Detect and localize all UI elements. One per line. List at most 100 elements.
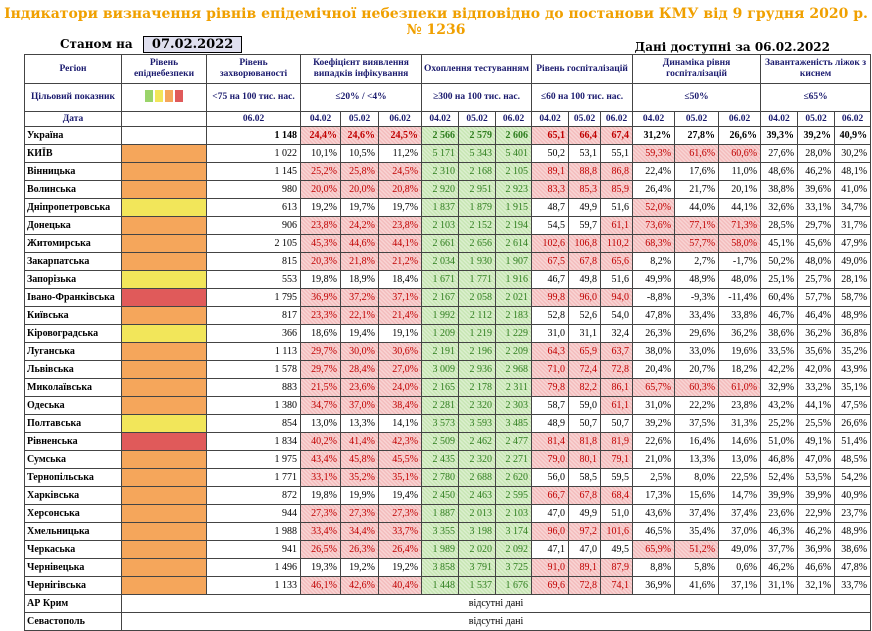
testing-value: 2 167 [421, 288, 460, 307]
oxygen-value: 39,2% [797, 126, 836, 145]
testing-value: 3 009 [421, 360, 460, 379]
testing-value: 2 165 [421, 378, 460, 397]
table-row: Київська 817 23,3% 22,1% 21,4% 1 992 2 112 2 18… [24, 306, 872, 325]
oxygen-value: 36,2% [797, 324, 836, 343]
hosp-dynamics-value: 2,5% [632, 468, 676, 487]
oxygen-value: 39,9% [760, 486, 799, 505]
positivity-value: 23,6% [340, 378, 379, 397]
positivity-value: 26,3% [340, 540, 379, 559]
region-name: Волинська [24, 180, 122, 199]
hosp-value: 81,4 [531, 432, 570, 451]
header-target: Цільовий показник [24, 83, 122, 112]
positivity-value: 33,4% [300, 522, 341, 541]
oxygen-value: 47,5% [834, 396, 872, 415]
testing-value: 2 310 [421, 162, 460, 181]
header-date-d3: 06.02 [718, 111, 762, 127]
positivity-value: 34,7% [300, 396, 341, 415]
hosp-dynamics-value: 20,1% [718, 180, 762, 199]
hosp-dynamics-value: 15,6% [674, 486, 720, 505]
positivity-value: 27,3% [300, 504, 341, 523]
oxygen-value: 46,2% [797, 522, 836, 541]
positivity-value: 24,0% [377, 378, 423, 397]
testing-value: 5 171 [421, 144, 460, 163]
hosp-value: 59,7 [568, 216, 602, 235]
region-name: Севастополь [24, 612, 122, 631]
positivity-value: 21,8% [340, 252, 379, 271]
hosp-value: 71,0 [531, 360, 570, 379]
hosp-value: 82,2 [568, 378, 602, 397]
incidence-value: 1 795 [206, 288, 301, 307]
incidence-value: 906 [206, 216, 301, 235]
positivity-value: 27,3% [340, 504, 379, 523]
hosp-value: 65,6 [600, 252, 634, 271]
oxygen-value: 47,8% [834, 558, 872, 577]
oxygen-value: 31,7% [834, 216, 872, 235]
positivity-value: 33,1% [300, 468, 341, 487]
hosp-dynamics-value: 2,7% [674, 252, 720, 271]
oxygen-value: 46,2% [760, 558, 799, 577]
hosp-value: 68,4 [600, 486, 634, 505]
danger-level-cell [121, 288, 207, 307]
testing-value: 1 907 [495, 252, 533, 271]
table-row: КИЇВ 1 022 10,1% 10,5% 11,2% 5 171 5 343 5 401 5… [24, 144, 872, 163]
positivity-value: 42,3% [377, 432, 423, 451]
danger-level-cell [121, 378, 207, 397]
hosp-value: 89,1 [568, 558, 602, 577]
incidence-value: 1 988 [206, 522, 301, 541]
positivity-value: 38,4% [377, 396, 423, 415]
region-name: Україна [24, 126, 122, 145]
hosp-value: 79,8 [531, 378, 570, 397]
hosp-value: 89,1 [531, 162, 570, 181]
hosp-value: 48,7 [531, 198, 570, 217]
header-date: Дата [24, 111, 122, 127]
hosp-value: 65,9 [568, 342, 602, 361]
oxygen-value: 35,1% [834, 378, 872, 397]
positivity-value: 33,7% [377, 522, 423, 541]
header-date-d2: 05.02 [797, 111, 836, 127]
positivity-value: 20,0% [340, 180, 379, 199]
danger-level-cell [121, 360, 207, 379]
testing-value: 1 879 [458, 198, 497, 217]
danger-level-cell [121, 504, 207, 523]
oxygen-value: 25,2% [760, 414, 799, 433]
testing-value: 1 448 [421, 576, 460, 595]
oxygen-value: 40,9% [834, 126, 872, 145]
hosp-dynamics-value: 26,4% [632, 180, 676, 199]
testing-value: 3 858 [421, 558, 460, 577]
oxygen-value: 28,5% [760, 216, 799, 235]
region-name: Хмельницька [24, 522, 122, 541]
target-hosp: ≤60 на 100 тис. нас. [531, 83, 634, 112]
table-row: Одеська 1 380 34,7% 37,0% 38,4% 2 281 2 320 2 3… [24, 396, 872, 415]
positivity-value: 23,8% [377, 216, 423, 235]
positivity-value: 19,1% [377, 324, 423, 343]
danger-level-cell [121, 180, 207, 199]
oxygen-value: 48,6% [760, 162, 799, 181]
hosp-value: 31,1 [568, 324, 602, 343]
hosp-dynamics-value: 37,5% [674, 414, 720, 433]
oxygen-value: 28,1% [834, 270, 872, 289]
header-date-d1: 04.02 [300, 111, 341, 127]
hosp-dynamics-value: 48,9% [674, 270, 720, 289]
testing-value: 2 021 [495, 288, 533, 307]
oxygen-value: 31,1% [760, 576, 799, 595]
incidence-value: 613 [206, 198, 301, 217]
region-name: Львівська [24, 360, 122, 379]
oxygen-value: 22,9% [797, 504, 836, 523]
testing-value: 2 477 [495, 432, 533, 451]
testing-value: 2 152 [458, 216, 497, 235]
header-hosp: Рівень госпіталізацій [531, 54, 634, 84]
oxygen-value: 38,6% [834, 540, 872, 559]
target-testing: ≥300 на 100 тис. нас. [421, 83, 533, 112]
positivity-value: 19,7% [377, 198, 423, 217]
hosp-dynamics-value: 38,0% [632, 342, 676, 361]
positivity-value: 44,6% [340, 234, 379, 253]
testing-value: 2 320 [458, 396, 497, 415]
hosp-value: 50,2 [531, 144, 570, 163]
hosp-dynamics-value: 49,9% [632, 270, 676, 289]
table-row: Вінницька 1 145 25,2% 25,8% 24,5% 2 310 2 168 2… [24, 162, 872, 181]
hosp-value: 49,8 [568, 270, 602, 289]
hosp-value: 74,1 [600, 576, 634, 595]
hosp-value: 51,6 [600, 270, 634, 289]
oxygen-value: 50,2% [760, 252, 799, 271]
testing-value: 2 951 [458, 180, 497, 199]
